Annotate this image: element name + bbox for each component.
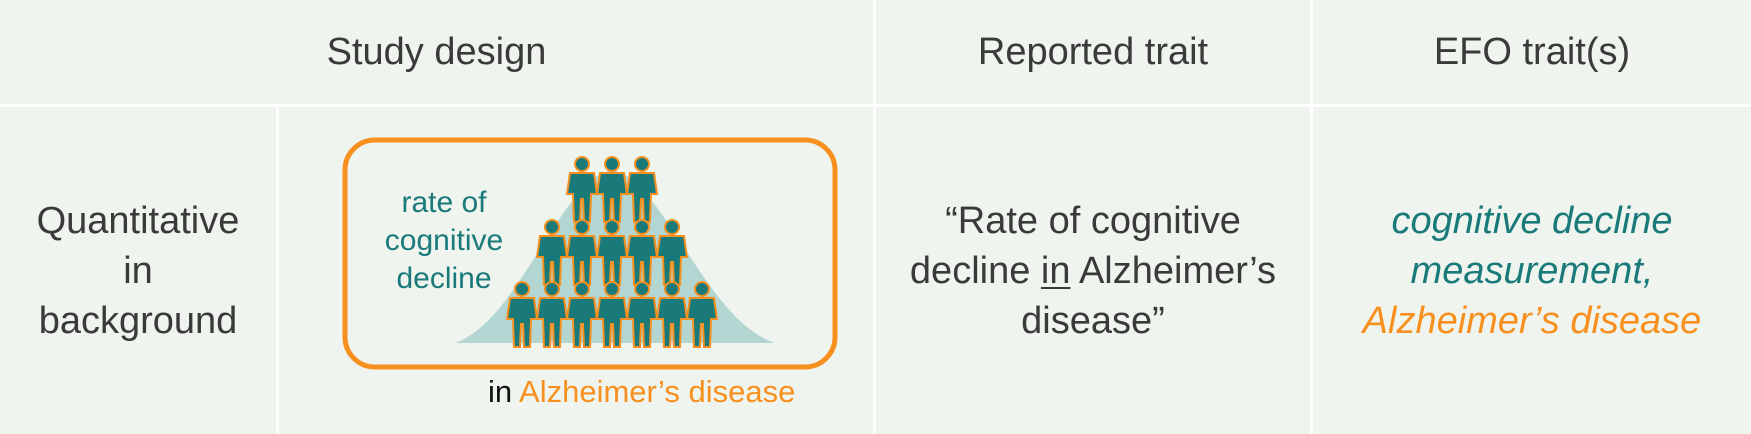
reported-trait-underlined-in: in bbox=[1040, 249, 1071, 292]
cognitive-decline-label-line: decline bbox=[396, 262, 492, 295]
design-type-text: Quantitative in background bbox=[37, 196, 240, 346]
disease-caption: in Alzheimer’s disease bbox=[488, 374, 795, 410]
cohort-people bbox=[506, 156, 718, 348]
efo-trait-alzheimers: Alzheimer’s disease bbox=[1362, 299, 1702, 342]
cognitive-decline-label-line: rate of bbox=[401, 186, 487, 219]
efo-trait-cell: cognitive decline measurement, Alzheimer… bbox=[1313, 107, 1751, 434]
reported-trait-segment: decline bbox=[909, 249, 1041, 292]
design-type-line: background bbox=[38, 299, 238, 342]
header-reported-trait-label: Reported trait bbox=[977, 30, 1209, 73]
design-type-line: in bbox=[123, 249, 153, 292]
cognitive-decline-label: rate of cognitive decline bbox=[372, 184, 516, 298]
reported-trait-line: decline in Alzheimer’s bbox=[910, 246, 1276, 296]
caption-prefix: in bbox=[488, 374, 513, 409]
header-efo-traits: EFO trait(s) bbox=[1313, 0, 1751, 104]
reported-trait-line: “Rate of cognitive bbox=[945, 199, 1241, 242]
header-reported-trait: Reported trait bbox=[876, 0, 1310, 104]
efo-trait-cognitive-decline: cognitive decline bbox=[1391, 199, 1673, 242]
reported-trait-text: “Rate of cognitive decline in Alzheimer’… bbox=[910, 196, 1276, 346]
design-type-cell: Quantitative in background bbox=[0, 107, 276, 434]
caption-disease: Alzheimer’s disease bbox=[519, 374, 796, 409]
reported-trait-segment: Alzheimer’s bbox=[1070, 249, 1277, 292]
header-study-design: Study design bbox=[0, 0, 873, 104]
cohort-box bbox=[342, 137, 838, 370]
reported-trait-line: disease” bbox=[1021, 299, 1165, 342]
header-study-design-label: Study design bbox=[326, 30, 547, 73]
cognitive-decline-label-line: cognitive bbox=[384, 224, 504, 257]
design-type-line: Quantitative bbox=[36, 199, 240, 242]
reported-trait-cell: “Rate of cognitive decline in Alzheimer’… bbox=[876, 107, 1310, 434]
efo-trait-text: cognitive decline measurement, Alzheimer… bbox=[1363, 196, 1702, 346]
efo-trait-measurement: measurement, bbox=[1410, 249, 1654, 292]
header-efo-traits-label: EFO trait(s) bbox=[1433, 30, 1631, 73]
